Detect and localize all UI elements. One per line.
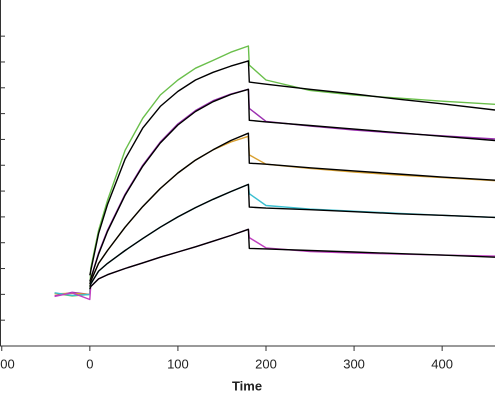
series-line — [54, 228, 495, 301]
series-line — [54, 183, 495, 297]
x-tick-label: 100 — [167, 356, 189, 371]
x-tick-label: 300 — [343, 356, 365, 371]
x-tick-label: 0 — [86, 356, 93, 371]
series-line — [89, 60, 495, 276]
series-line — [89, 88, 495, 282]
x-tick-label: 200 — [255, 356, 277, 371]
x-tick-label: 400 — [431, 356, 453, 371]
x-axis-label: Time — [232, 378, 262, 393]
x-tick-label: -100 — [0, 356, 15, 371]
series-line — [54, 88, 495, 297]
series-line — [89, 132, 495, 285]
series-line — [89, 183, 495, 287]
series-line — [89, 228, 495, 290]
